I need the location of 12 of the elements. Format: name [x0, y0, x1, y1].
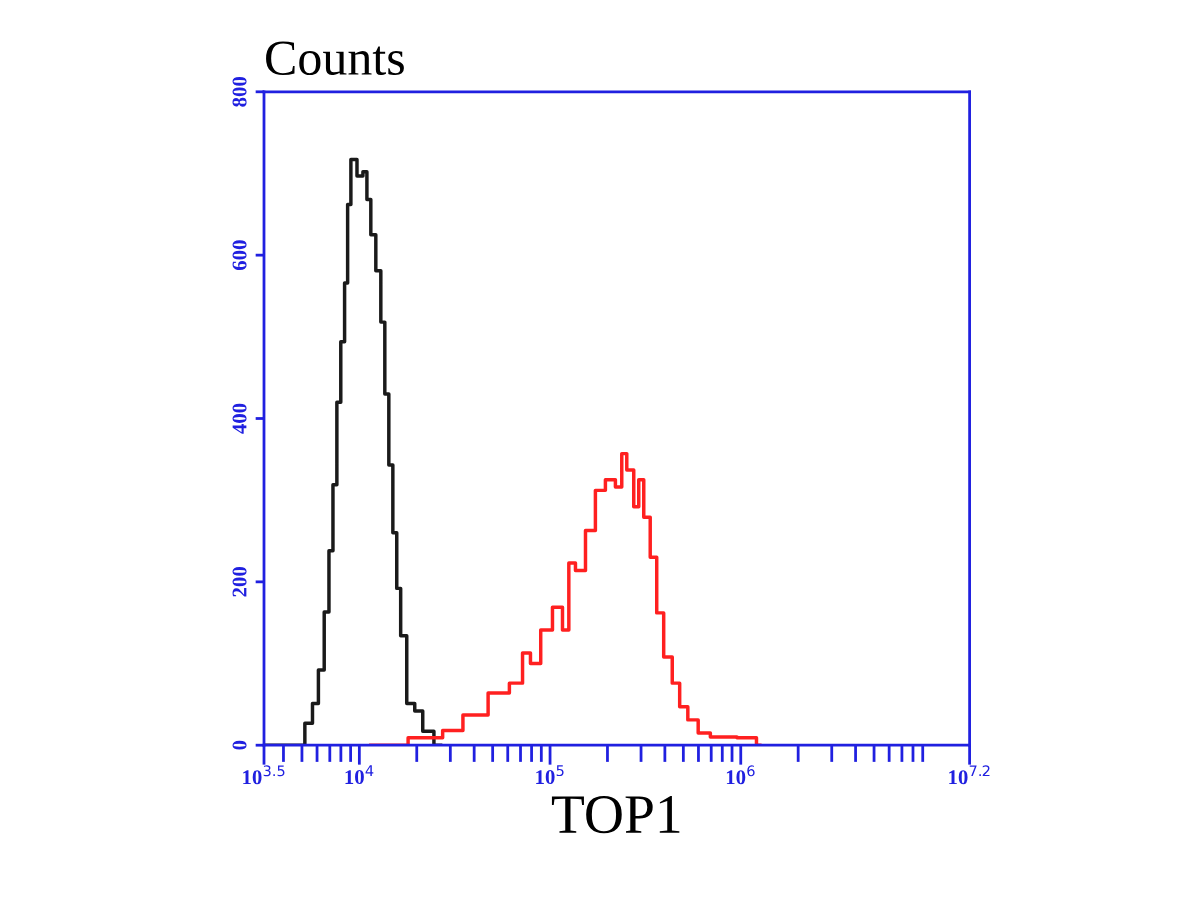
x-tick-label: 10$^{5}$ — [536, 765, 564, 785]
y-tick-label: 400 — [232, 403, 247, 434]
x-tick-label: 10$^{4}$ — [345, 765, 374, 785]
x-axis-title: TOP1 — [551, 795, 680, 834]
y-tick-label: 200 — [232, 567, 247, 597]
y-tick-label: 800 — [232, 76, 247, 107]
y-axis-title: Counts — [266, 41, 404, 76]
x-tick-label: 10$^{7.2}$ — [949, 765, 990, 785]
y-tick-label: 0 — [232, 740, 247, 750]
y-tick-label: 600 — [232, 240, 247, 271]
x-tick-label: 10$^{6}$ — [726, 765, 755, 785]
x-tick-label: 10$^{3.5}$ — [243, 765, 285, 785]
